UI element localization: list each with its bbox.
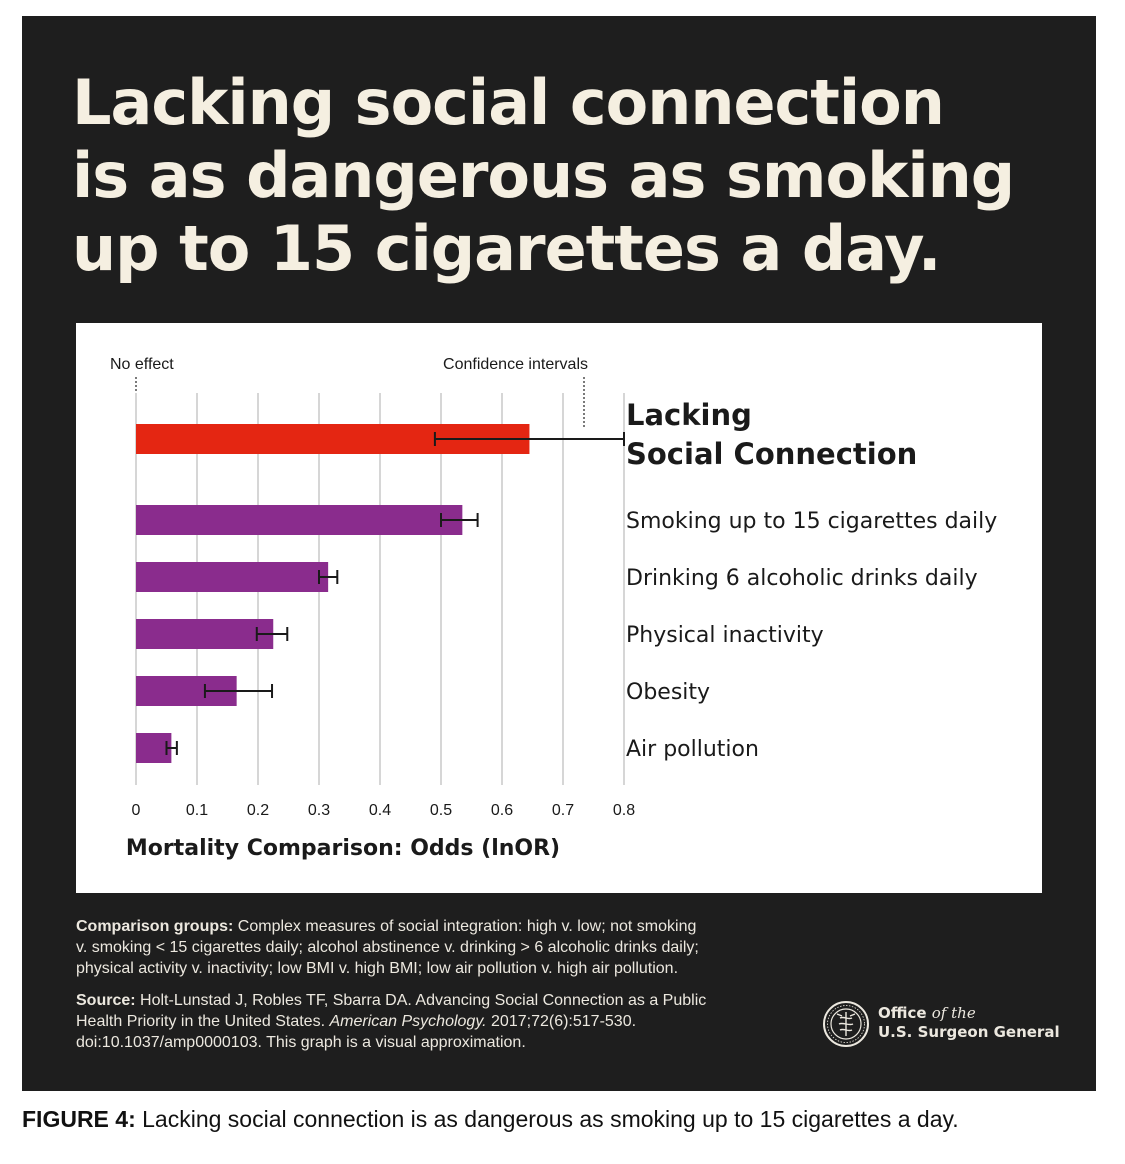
source-line-3: doi:10.1037/amp0000103. This graph is a …: [76, 1034, 526, 1051]
x-axis-label: Mortality Comparison: Odds (lnOR): [126, 836, 560, 861]
chart-card: 0 0.1 0.2 0.3 0.4 0.5 0.6 0.7 0.8 No effect Confid…: [76, 323, 1042, 893]
comparison-line-1: Complex measures of social integration: …: [237, 918, 697, 935]
x-tick-label: 0.7: [552, 802, 574, 819]
figure-caption: FIGURE 4: Lacking social connection is a…: [22, 1106, 959, 1133]
category-label: Air pollution: [626, 737, 759, 762]
office-of-the: of the: [931, 1004, 976, 1022]
office-word: Office: [878, 1004, 927, 1022]
x-tick-label: 0.4: [369, 802, 391, 819]
source-journal: American Psychology.: [329, 1013, 487, 1030]
bar: [136, 505, 463, 535]
category-label: Physical inactivity: [626, 623, 824, 648]
office-name: Office of the U.S. Surgeon General: [878, 1004, 1060, 1042]
category-label: Smoking up to 15 cigarettes daily: [626, 509, 997, 534]
source-label: Source:: [76, 992, 136, 1009]
headline-line-3: up to 15 cigarettes a day.: [72, 212, 941, 285]
bar: [136, 733, 172, 763]
x-tick-label: 0.2: [247, 802, 269, 819]
source-line-1: Holt-Lunstad J, Robles TF, Sbarra DA. Ad…: [140, 992, 707, 1009]
x-tick-label: 0.5: [430, 802, 452, 819]
comparison-label: Comparison groups:: [76, 918, 234, 935]
surgeon-general-seal-icon: [823, 1001, 869, 1047]
x-tick-label: 0: [132, 802, 141, 819]
comparison-line-2: v. smoking < 15 cigarettes daily; alcoho…: [76, 939, 699, 956]
headline-line-1: Lacking social connection: [72, 66, 945, 139]
caption-text: Lacking social connection is as dangerou…: [142, 1106, 959, 1132]
comparison-groups-note: Comparison groups: Complex measures of s…: [76, 916, 796, 979]
mortality-bar-chart: 0 0.1 0.2 0.3 0.4 0.5 0.6 0.7 0.8 No effect Confid…: [110, 356, 997, 861]
category-label: Drinking 6 alcoholic drinks daily: [626, 566, 978, 591]
comparison-line-3: physical activity v. inactivity; low BMI…: [76, 960, 679, 977]
source-line-2-pre: Health Priority in the United States.: [76, 1013, 326, 1030]
caption-label: FIGURE 4:: [22, 1106, 136, 1132]
no-effect-annotation: No effect: [110, 356, 174, 373]
category-label-highlight-line-1: Lacking: [626, 398, 752, 432]
bar: [136, 619, 274, 649]
x-tick-label: 0.8: [613, 802, 635, 819]
headline: Lacking social connection is as dangerou…: [72, 66, 1082, 285]
x-tick-label: 0.1: [186, 802, 208, 819]
source-line-2-post: 2017;72(6):517-530.: [491, 1013, 637, 1030]
infographic-panel: Lacking social connection is as dangerou…: [22, 16, 1096, 1091]
confidence-intervals-annotation: Confidence intervals: [443, 356, 588, 373]
category-label: Obesity: [626, 680, 710, 705]
x-tick-label: 0.3: [308, 802, 330, 819]
x-tick-label: 0.6: [491, 802, 513, 819]
category-label-highlight-line-2: Social Connection: [626, 437, 917, 471]
office-title: U.S. Surgeon General: [878, 1023, 1060, 1041]
headline-line-2: is as dangerous as smoking: [72, 139, 1015, 212]
source-note: Source: Holt-Lunstad J, Robles TF, Sbarr…: [76, 990, 796, 1053]
bar: [136, 562, 329, 592]
